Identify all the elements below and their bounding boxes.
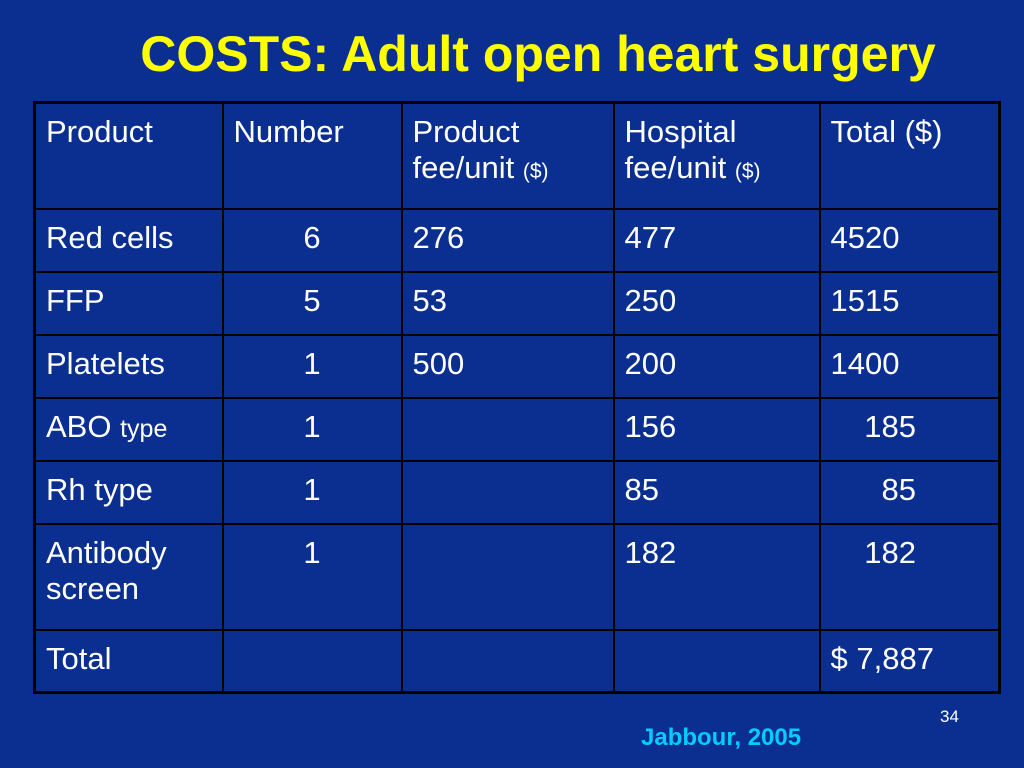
table-row: Rh type 1 85 85 xyxy=(33,459,1001,525)
cell-hospital-fee: 85 xyxy=(612,459,821,525)
cell-product-fee xyxy=(400,396,615,462)
costs-table: Product Number Product fee/unit ($) Hosp… xyxy=(33,101,1001,694)
cell-product: Antibody screen xyxy=(33,522,224,631)
cell-total: 1400 xyxy=(818,333,1001,399)
header-row: Product Number Product fee/unit ($) Hosp… xyxy=(33,101,1001,210)
table-row: Red cells 6 276 477 4520 xyxy=(33,207,1001,273)
cell-number: 6 xyxy=(221,207,403,273)
total-label: Total xyxy=(33,628,224,694)
cell-total: 4520 xyxy=(818,207,1001,273)
cell-product-fee: 500 xyxy=(400,333,615,399)
cell-hospital-fee: 477 xyxy=(612,207,821,273)
cell-hospital-fee: 182 xyxy=(612,522,821,631)
cell-number: 1 xyxy=(221,522,403,631)
table-row: FFP 5 53 250 1515 xyxy=(33,270,1001,336)
table-row: Platelets 1 500 200 1400 xyxy=(33,333,1001,399)
citation: Jabbour, 2005 xyxy=(641,724,802,751)
cell-total: 85 xyxy=(818,459,1001,525)
total-amount: $ 7,887 xyxy=(818,628,1001,694)
header-product-fee-unit: ($) xyxy=(522,160,549,183)
total-product-fee xyxy=(400,628,615,694)
slide-title: COSTS: Adult open heart surgery xyxy=(140,26,936,82)
cell-product: Rh type xyxy=(33,459,224,525)
cell-total: 182 xyxy=(818,522,1001,631)
header-product-fee: Product fee/unit ($) xyxy=(400,101,615,210)
total-hospital-fee xyxy=(612,628,821,694)
cell-number: 1 xyxy=(221,459,403,525)
header-total: Total ($) xyxy=(818,101,1001,210)
cell-product: Red cells xyxy=(33,207,224,273)
header-hospital-fee-unit: ($) xyxy=(734,160,761,183)
cell-product-fee: 276 xyxy=(400,207,615,273)
header-number: Number xyxy=(221,101,403,210)
cell-total: 185 xyxy=(818,396,1001,462)
cell-number: 1 xyxy=(221,333,403,399)
cell-total: 1515 xyxy=(818,270,1001,336)
cell-product-fee xyxy=(400,459,615,525)
cell-product-fee xyxy=(400,522,615,631)
cell-product-fee: 53 xyxy=(400,270,615,336)
cell-number: 1 xyxy=(221,396,403,462)
total-row: Total $ 7,887 xyxy=(33,628,1001,694)
cell-product: Platelets xyxy=(33,333,224,399)
total-number xyxy=(221,628,403,694)
header-product: Product xyxy=(33,101,224,210)
cell-product: FFP xyxy=(33,270,224,336)
cell-product-suffix: type xyxy=(120,414,168,443)
page-number: 34 xyxy=(940,707,959,726)
cell-hospital-fee: 200 xyxy=(612,333,821,399)
cell-product: ABO type xyxy=(33,396,224,462)
header-hospital-fee: Hospital fee/unit ($) xyxy=(612,101,821,210)
cell-hospital-fee: 250 xyxy=(612,270,821,336)
cell-number: 5 xyxy=(221,270,403,336)
table-row: ABO type 1 156 185 xyxy=(33,396,1001,462)
cell-hospital-fee: 156 xyxy=(612,396,821,462)
table-row: Antibody screen 1 182 182 xyxy=(33,522,1001,631)
